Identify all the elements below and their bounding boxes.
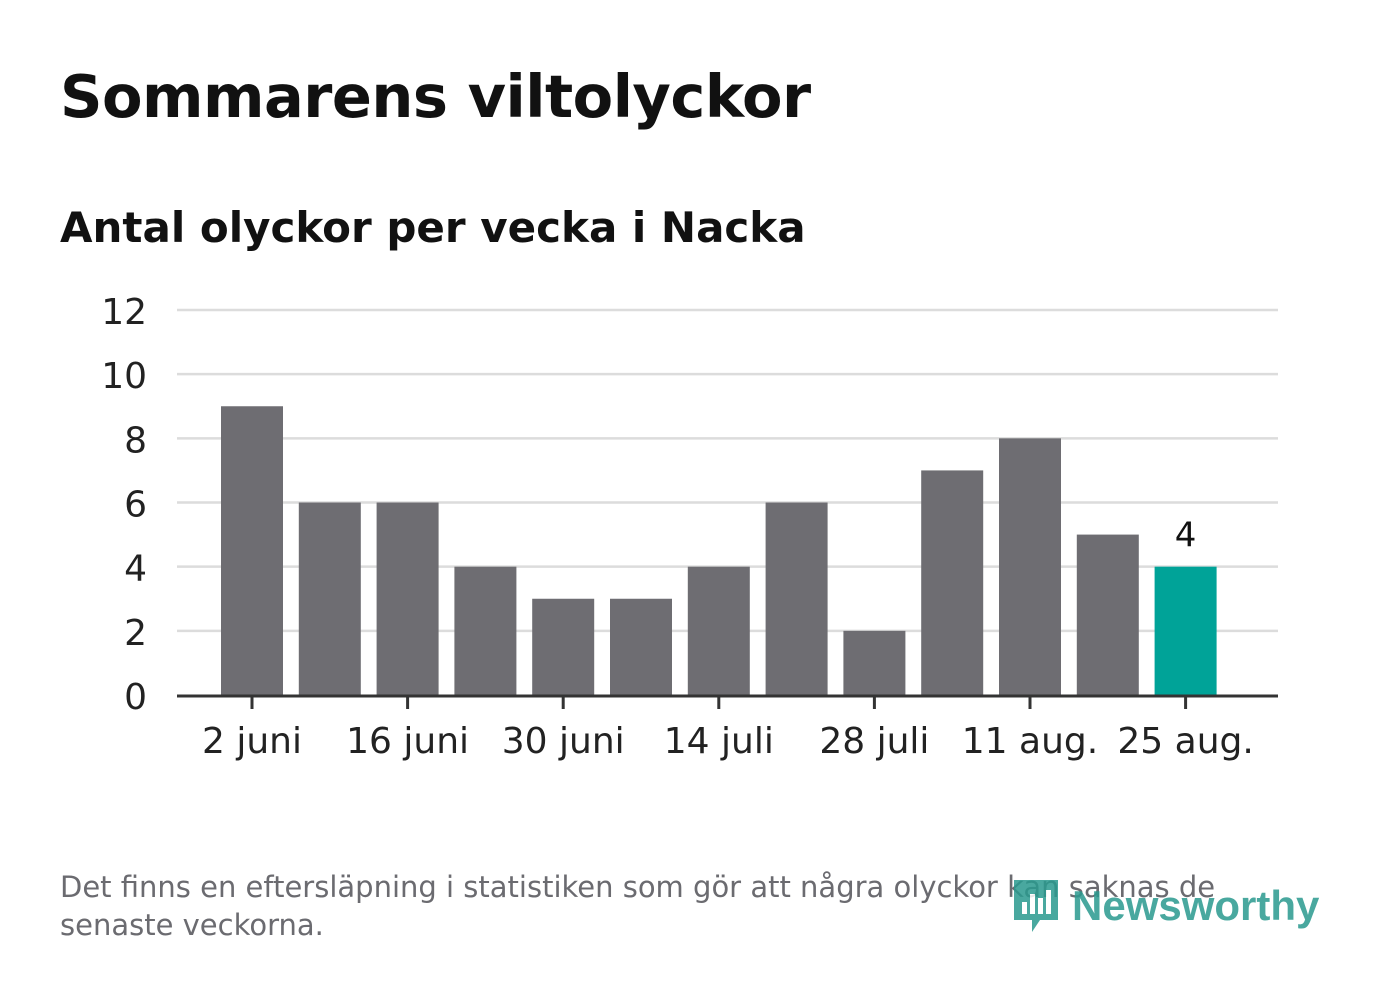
x-tick-label: 30 juni [502,721,625,762]
bar [454,566,517,695]
bar [1076,534,1139,695]
logo-text: Newsworthy [1072,882,1320,929]
newsworthy-logo: Newsworthy [1010,876,1319,936]
bar [376,502,439,695]
bars [221,406,1217,695]
x-axis [177,694,1278,709]
x-tick-label: 14 juli [664,721,774,762]
x-tick-label: 28 juli [819,721,929,762]
x-tick-label: 16 juni [346,721,469,762]
y-tick-label: 2 [124,613,147,654]
x-tick-label: 25 aug. [1117,721,1253,762]
newsworthy-chart-icon [1014,880,1058,932]
bar [999,438,1061,695]
bar [298,502,361,695]
bar [921,470,984,695]
bar [610,598,672,695]
x-axis-labels: 2 juni 16 juni 30 juni 14 juli 28 juli 11 aug… [202,721,1254,762]
y-tick-label: 0 [124,677,147,718]
bar [221,406,283,695]
chart-subtitle: Antal olyckor per vecka i Nacka [60,203,806,252]
data-labels: 4 [1175,516,1197,556]
y-axis-labels: 0 2 4 6 8 10 12 [101,292,147,718]
y-tick-label: 4 [124,549,147,590]
y-tick-label: 10 [101,356,147,397]
chart-title: Sommarens viltolyckor [60,62,811,131]
x-tick-label: 2 juni [202,721,302,762]
bar [765,502,828,695]
bar [687,566,750,695]
bar-highlight [1154,566,1217,695]
y-tick-label: 8 [124,420,147,461]
bar [843,630,906,695]
y-tick-label: 12 [101,292,147,333]
y-tick-label: 6 [124,485,147,526]
bar [532,598,595,695]
x-tick-label: 11 aug. [962,721,1098,762]
data-label: 4 [1175,516,1197,556]
